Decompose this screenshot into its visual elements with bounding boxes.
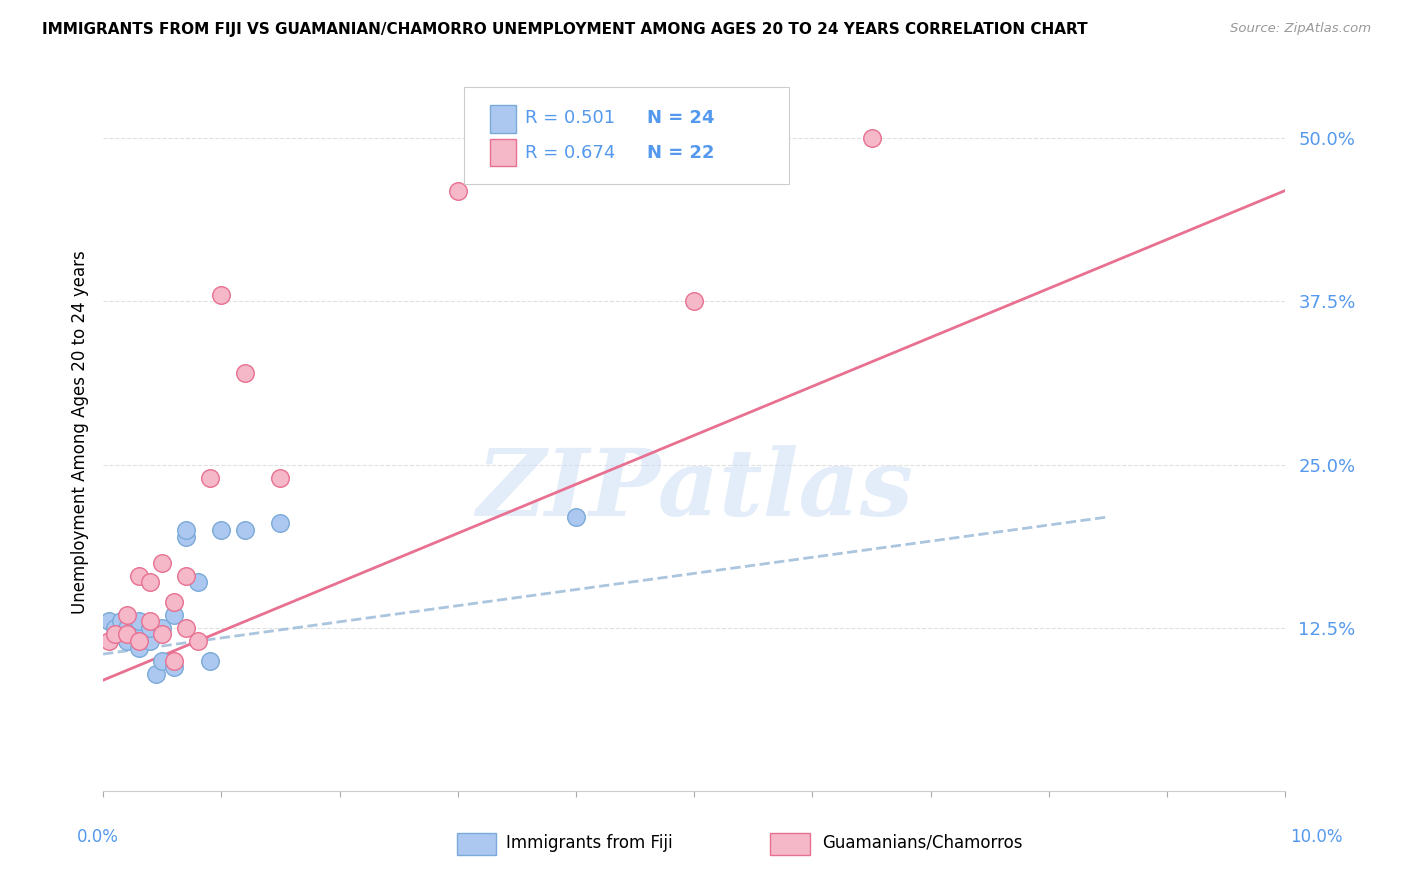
Text: Source: ZipAtlas.com: Source: ZipAtlas.com	[1230, 22, 1371, 36]
Point	[98, 634, 121, 648]
Point	[139, 621, 162, 635]
Y-axis label: Unemployment Among Ages 20 to 24 years: Unemployment Among Ages 20 to 24 years	[72, 250, 89, 614]
Point	[269, 471, 291, 485]
Point	[139, 615, 162, 629]
Point	[447, 184, 470, 198]
Point	[139, 634, 162, 648]
Point	[150, 556, 173, 570]
Text: R = 0.674: R = 0.674	[526, 144, 616, 161]
Point	[163, 595, 186, 609]
Text: ZIPatlas: ZIPatlas	[475, 444, 912, 534]
Point	[174, 523, 197, 537]
Point	[233, 523, 256, 537]
Text: N = 24: N = 24	[647, 109, 714, 128]
Point	[128, 640, 150, 655]
Point	[128, 634, 150, 648]
Point	[174, 568, 197, 582]
Point	[860, 131, 883, 145]
Point	[104, 621, 127, 635]
Point	[98, 615, 121, 629]
Text: Guamanians/Chamorros: Guamanians/Chamorros	[823, 834, 1024, 852]
Point	[104, 627, 127, 641]
Point	[121, 627, 143, 641]
Point	[565, 510, 588, 524]
Point	[128, 568, 150, 582]
FancyBboxPatch shape	[489, 139, 516, 166]
Point	[163, 660, 186, 674]
Point	[163, 607, 186, 622]
Point	[150, 654, 173, 668]
FancyBboxPatch shape	[464, 87, 789, 185]
Point	[150, 621, 173, 635]
Point	[187, 634, 209, 648]
Point	[115, 621, 138, 635]
Point	[163, 654, 186, 668]
Text: 0.0%: 0.0%	[77, 828, 120, 846]
Point	[174, 621, 197, 635]
Text: 10.0%: 10.0%	[1291, 828, 1343, 846]
Text: IMMIGRANTS FROM FIJI VS GUAMANIAN/CHAMORRO UNEMPLOYMENT AMONG AGES 20 TO 24 YEAR: IMMIGRANTS FROM FIJI VS GUAMANIAN/CHAMOR…	[42, 22, 1088, 37]
Text: N = 22: N = 22	[647, 144, 714, 161]
Point	[128, 627, 150, 641]
Point	[269, 516, 291, 531]
Point	[198, 654, 221, 668]
Point	[110, 615, 132, 629]
Point	[145, 666, 167, 681]
Point	[187, 575, 209, 590]
Point	[115, 634, 138, 648]
Point	[115, 627, 138, 641]
Text: Immigrants from Fiji: Immigrants from Fiji	[506, 834, 673, 852]
Point	[115, 607, 138, 622]
Point	[128, 615, 150, 629]
Point	[683, 294, 706, 309]
Point	[233, 367, 256, 381]
FancyBboxPatch shape	[489, 105, 516, 133]
Point	[209, 288, 232, 302]
Point	[150, 627, 173, 641]
Text: R = 0.501: R = 0.501	[526, 109, 616, 128]
Point	[174, 529, 197, 543]
Point	[209, 523, 232, 537]
Point	[139, 575, 162, 590]
Point	[198, 471, 221, 485]
